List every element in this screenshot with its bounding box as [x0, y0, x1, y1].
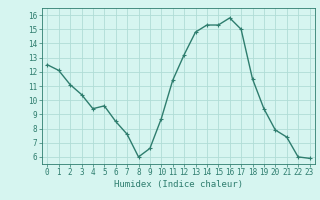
X-axis label: Humidex (Indice chaleur): Humidex (Indice chaleur)	[114, 180, 243, 189]
